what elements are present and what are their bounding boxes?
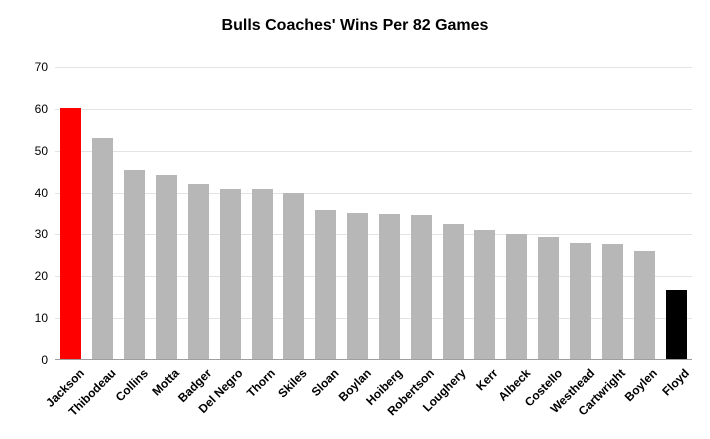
x-tick-label-collins: Collins bbox=[112, 366, 151, 405]
x-axis-baseline bbox=[55, 359, 692, 360]
bar-motta bbox=[156, 175, 177, 360]
y-tick-label: 50 bbox=[34, 143, 48, 158]
bar-thorn bbox=[252, 189, 273, 360]
y-tick-label: 30 bbox=[34, 227, 48, 242]
bar-jackson bbox=[60, 108, 81, 360]
x-tick-label-kerr: Kerr bbox=[473, 366, 501, 394]
bar-westhead bbox=[570, 243, 591, 360]
bar-hoiberg bbox=[379, 214, 400, 360]
bar-del-negro bbox=[220, 189, 241, 360]
y-axis: 0 10 20 30 40 50 60 70 bbox=[0, 60, 48, 367]
bar-badger bbox=[188, 184, 209, 360]
plot-area bbox=[55, 67, 692, 360]
y-tick-label: 70 bbox=[34, 60, 48, 74]
bar-sloan bbox=[315, 210, 336, 360]
y-tick-label: 10 bbox=[34, 311, 48, 326]
gridline bbox=[55, 276, 692, 278]
gridline bbox=[55, 67, 692, 68]
bar-loughery bbox=[443, 224, 464, 360]
bar-boylan bbox=[347, 213, 368, 360]
gridline bbox=[55, 192, 692, 194]
x-tick-label-boylen: Boylen bbox=[621, 366, 660, 405]
y-tick-label: 60 bbox=[34, 101, 48, 116]
x-tick-label-skiles: Skiles bbox=[275, 366, 310, 401]
bar-costello bbox=[538, 237, 559, 360]
y-tick-label: 0 bbox=[41, 353, 48, 367]
y-tick-label: 40 bbox=[34, 185, 48, 200]
bar-thibodeau bbox=[92, 138, 113, 360]
bar-floyd bbox=[666, 290, 687, 360]
y-tick-label: 20 bbox=[34, 269, 48, 284]
bar-albeck bbox=[506, 234, 527, 360]
gridline bbox=[55, 150, 692, 152]
x-tick-label-thorn: Thorn bbox=[243, 366, 278, 400]
gridline bbox=[55, 318, 692, 320]
x-axis: Jackson Thibodeau Collins Motta Badger Del Ne… bbox=[43, 364, 692, 439]
bar-robertson bbox=[411, 215, 432, 360]
x-tick-label-floyd: Floyd bbox=[659, 366, 692, 399]
bar-skiles bbox=[283, 193, 304, 360]
gridline bbox=[55, 108, 692, 110]
chart-title: Bulls Coaches' Wins Per 82 Games bbox=[221, 17, 489, 34]
bar-cartwright bbox=[602, 244, 623, 360]
bar-boylen bbox=[634, 251, 655, 360]
bar-kerr bbox=[474, 230, 495, 360]
bar-collins bbox=[124, 170, 145, 360]
gridline bbox=[55, 234, 692, 236]
